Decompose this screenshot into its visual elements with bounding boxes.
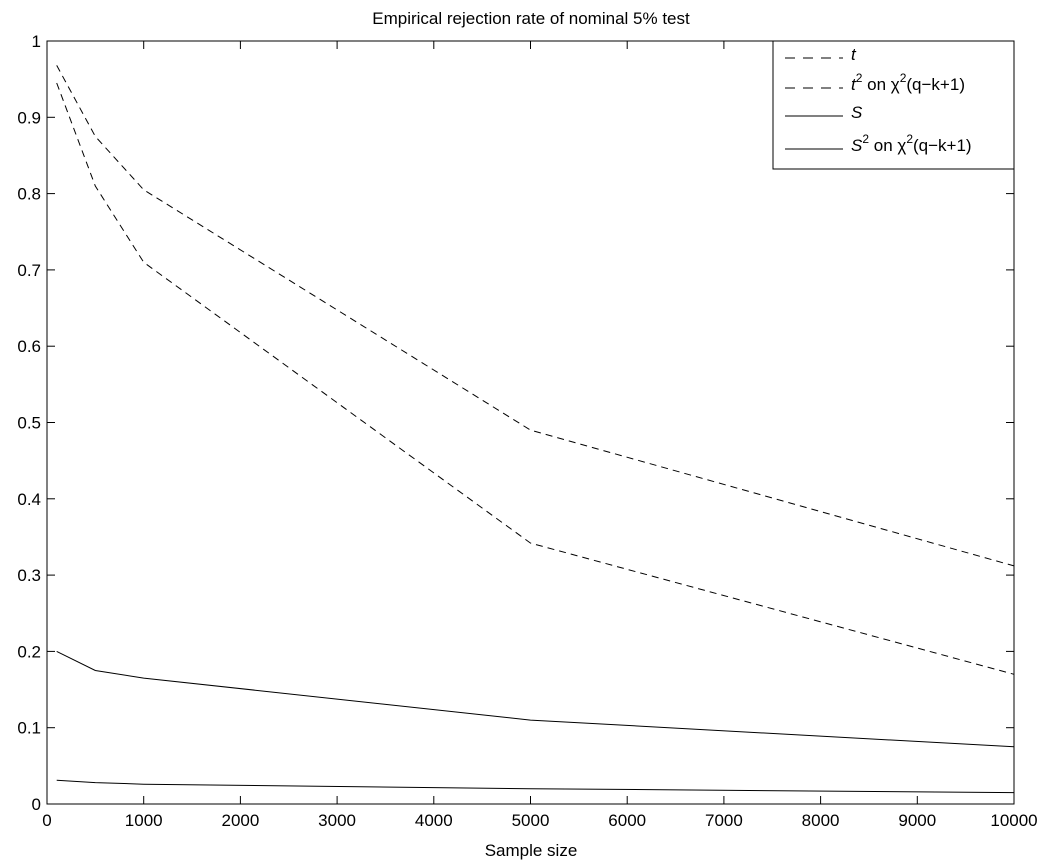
chart-title: Empirical rejection rate of nominal 5% t…: [372, 9, 690, 28]
x-tick-label: 10000: [990, 811, 1037, 830]
x-tick-label: 7000: [705, 811, 743, 830]
y-tick-label: 0.6: [17, 337, 41, 356]
legend: tt2 on χ2(q−k+1)SS2 on χ2(q−k+1): [773, 41, 1014, 169]
legend-label-2: t2 on χ2(q−k+1): [851, 71, 965, 94]
y-tick-label: 0.2: [17, 642, 41, 661]
x-tick-label: 3000: [318, 811, 356, 830]
x-tick-label: 1000: [125, 811, 163, 830]
series-line-4: [57, 780, 1014, 792]
x-tick-label: 9000: [898, 811, 936, 830]
x-tick-label: 5000: [512, 811, 550, 830]
x-tick-label: 8000: [802, 811, 840, 830]
y-tick-label: 0: [32, 795, 41, 814]
y-tick-label: 0.9: [17, 108, 41, 127]
x-tick-label: 6000: [608, 811, 646, 830]
y-tick-label: 0.7: [17, 261, 41, 280]
x-tick-label: 4000: [415, 811, 453, 830]
x-tick-label: 0: [42, 811, 51, 830]
series-line-2: [57, 83, 1014, 674]
y-tick-label: 0.1: [17, 719, 41, 738]
series-line-3: [57, 651, 1014, 746]
y-tick-label: 0.4: [17, 490, 41, 509]
y-tick-label: 1: [32, 32, 41, 51]
y-tick-label: 0.5: [17, 414, 41, 433]
legend-label-3: S: [851, 103, 863, 122]
x-tick-label: 2000: [221, 811, 259, 830]
y-tick-label: 0.8: [17, 185, 41, 204]
x-axis-label: Sample size: [485, 841, 578, 860]
y-tick-label: 0.3: [17, 566, 41, 585]
